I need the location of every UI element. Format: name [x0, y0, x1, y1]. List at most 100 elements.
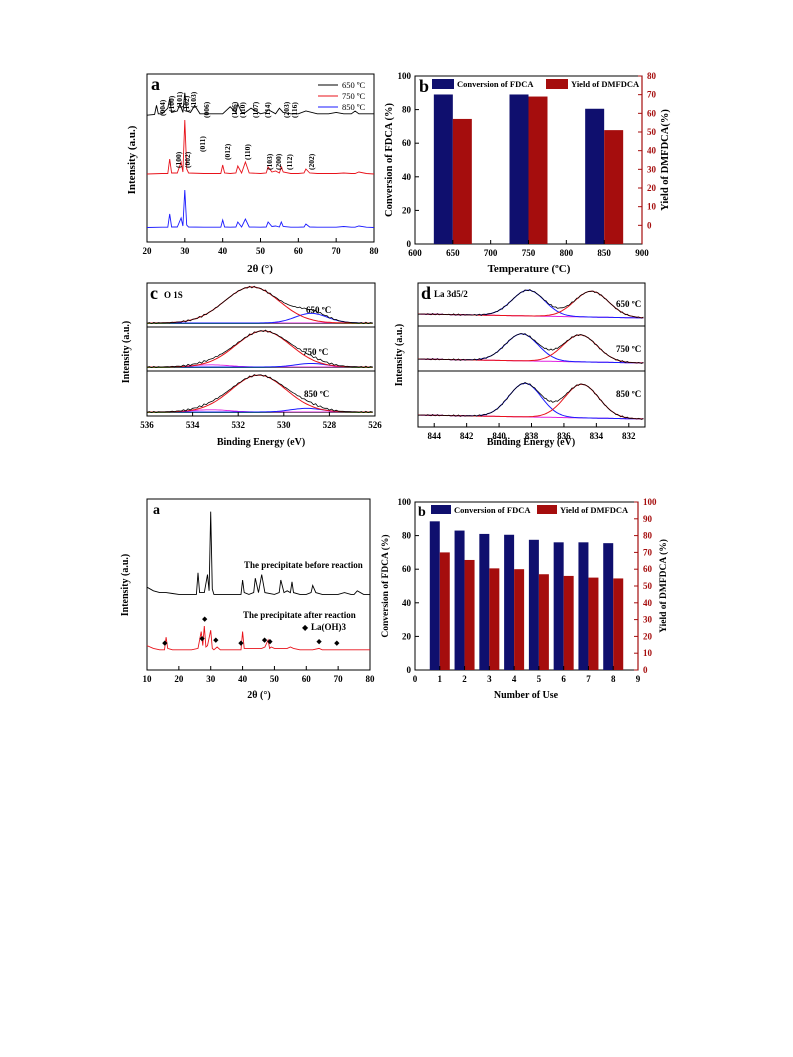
peak-label: (011): [198, 136, 207, 152]
x-tick-group: 536 534 532 530 528 526: [140, 412, 382, 430]
peak-label: (110): [243, 144, 252, 160]
panel-letter: a: [153, 503, 160, 518]
x-tick-label: 8: [611, 674, 616, 684]
x-tick-group: 10 20 30 40 50 60 70 80: [143, 666, 375, 684]
la-oh3-marker: ◆: [262, 636, 268, 644]
y-tick-label-left: 80: [402, 105, 412, 115]
y-tick-label-left: 0: [407, 665, 412, 675]
x-tick-label: 850: [597, 248, 611, 258]
legend: Conversion of FDCA Yield of DMFDCA: [431, 505, 629, 515]
y-tick-label-left: 0: [407, 239, 412, 249]
x-axis-label: 2θ (°): [247, 690, 270, 701]
fit-curve-blue: [418, 333, 644, 364]
y-tick-label-left: 40: [402, 598, 412, 608]
peak-label: (002): [183, 151, 192, 168]
marker-group: ◆◆◆◆ ◆ ◆ ◆ ◆ ◆: [162, 615, 340, 647]
panel-top-b-bars: 600 650 700 750 800 850 900 0 20 40 60 80 100 0 10 20 30…: [384, 71, 671, 275]
peak-label: (103): [189, 91, 198, 108]
y-tick-label-right: 0: [647, 220, 652, 230]
panel-letter: c: [150, 283, 158, 303]
curve-group: [146, 285, 373, 414]
la-oh3-marker: ◆: [316, 637, 322, 645]
series-line-after: [146, 625, 370, 651]
x-tick-label: 528: [323, 420, 337, 430]
legend-swatch-yield: [537, 505, 557, 514]
bar-conversion: [429, 521, 440, 670]
y-axis-label: Intensity (a.u.): [121, 321, 132, 384]
bar-conversion: [603, 543, 614, 670]
y-tick-label-right: 90: [643, 514, 653, 524]
x-tick-label: 50: [270, 674, 280, 684]
la-oh3-marker: ◆: [202, 615, 208, 623]
x-tick-label: 536: [140, 420, 154, 430]
x-tick-label: 2: [462, 674, 467, 684]
peak-label: (102): [182, 95, 191, 112]
x-tick-label: 840: [492, 431, 506, 441]
bar-yield: [439, 552, 450, 670]
legend-label-conversion: Conversion of FDCA: [454, 505, 531, 515]
legend: 650 ºC 750 ºC 850 ºC: [318, 80, 366, 112]
x-tick-label: 30: [206, 674, 216, 684]
bar-group: [429, 521, 624, 670]
x-tick-label: 80: [370, 246, 380, 256]
y-axis-label-left: Conversion of FDCA (%): [384, 102, 395, 217]
bar-conversion: [553, 542, 564, 670]
y-axis-label-right: Yield of DMFDCA (%): [658, 539, 669, 633]
fit-curve-blue: [418, 382, 644, 420]
legend-label-conversion: Conversion of FDCA: [457, 79, 534, 89]
x-tick-label: 800: [560, 248, 574, 258]
y-tick-label-right: 70: [643, 547, 653, 557]
x-tick-label: 530: [277, 420, 291, 430]
legend-swatch-conversion: [432, 79, 454, 89]
tick-group: 0 1 2 3 4 5 6 7 8 9020406080100010203040506070809…: [398, 497, 658, 684]
bar-yield: [528, 96, 548, 245]
x-tick-label: 20: [143, 246, 153, 256]
peak-label: (100): [167, 95, 176, 112]
y-tick-label-left: 100: [398, 497, 412, 507]
y-tick-label-right: 80: [643, 531, 653, 541]
peak-label: (200): [274, 153, 283, 170]
peak-labels-650: (004) (100) (101) (102) (103) (006) (106…: [158, 91, 299, 118]
y-tick-label-right: 40: [643, 598, 653, 608]
legend-label-650: 650 ºC: [342, 80, 366, 90]
series-line-750C: [146, 119, 375, 175]
x-tick-label: 836: [557, 431, 571, 441]
series-line-650C: [146, 92, 374, 116]
x-tick-label: 60: [294, 246, 304, 256]
bar-conversion: [509, 94, 529, 244]
y-axis-label-right: Yield of DMFDCA(%): [660, 109, 671, 211]
bar-conversion: [585, 108, 605, 244]
fit-curve-red: [418, 383, 644, 420]
peak-label: (103): [265, 153, 274, 170]
y-tick-label-right: 10: [647, 202, 657, 212]
x-axis-label: 2θ (°): [247, 263, 273, 275]
bar-yield: [588, 577, 599, 670]
peak-label: (114): [263, 102, 272, 118]
x-axis-label: Binding Energy (eV): [217, 437, 305, 448]
x-tick-label: 700: [484, 248, 498, 258]
peak-label: (203): [282, 101, 291, 118]
x-axis-label: Number of Use: [494, 690, 559, 701]
x-tick-label: 70: [332, 246, 342, 256]
x-tick-label: 844: [427, 431, 441, 441]
panel-title: La 3d5/2: [434, 289, 468, 299]
bar-yield: [452, 118, 472, 244]
legend-label-yield: Yield of DMFDCA: [560, 505, 629, 515]
y-tick-label-right: 80: [647, 71, 657, 81]
x-tick-label: 532: [231, 420, 245, 430]
series-group: [146, 511, 370, 651]
bar-yield: [514, 569, 525, 670]
x-tick-label: 526: [368, 420, 382, 430]
bar-yield: [613, 578, 624, 670]
y-tick-label-right: 50: [643, 581, 653, 591]
x-tick-label: 900: [635, 248, 649, 258]
x-tick-label: 750: [522, 248, 536, 258]
y-tick-label-left: 40: [402, 172, 412, 182]
peak-label: (110): [238, 102, 247, 118]
series-line-before: [146, 511, 370, 595]
bar-yield: [538, 574, 549, 670]
subpanel-label: 650 ºC: [616, 299, 641, 309]
panel-top-c-xps: 536 534 532 530 528 526 c O 1S 650 ºC 750 ºC …: [121, 282, 382, 448]
peak-label: (112): [285, 154, 294, 170]
